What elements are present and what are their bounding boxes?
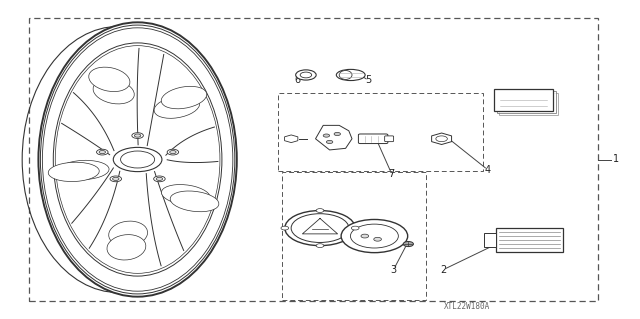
Circle shape — [97, 149, 108, 155]
Circle shape — [170, 151, 176, 154]
Polygon shape — [316, 125, 352, 150]
Circle shape — [326, 140, 333, 144]
Circle shape — [281, 226, 289, 230]
Circle shape — [351, 224, 398, 248]
Ellipse shape — [58, 160, 109, 180]
Circle shape — [351, 226, 359, 230]
Circle shape — [361, 234, 369, 238]
Circle shape — [374, 237, 381, 241]
Circle shape — [285, 211, 355, 246]
Circle shape — [113, 147, 162, 172]
Ellipse shape — [107, 235, 146, 260]
FancyBboxPatch shape — [499, 93, 558, 115]
Ellipse shape — [48, 162, 99, 182]
FancyBboxPatch shape — [494, 90, 553, 111]
Circle shape — [334, 132, 340, 136]
Text: 4: 4 — [484, 165, 491, 175]
Circle shape — [120, 151, 155, 168]
Ellipse shape — [53, 43, 222, 276]
Ellipse shape — [161, 185, 210, 205]
Ellipse shape — [55, 46, 220, 273]
Text: 5: 5 — [365, 75, 372, 85]
Text: 3: 3 — [390, 264, 397, 275]
Ellipse shape — [42, 28, 233, 291]
Circle shape — [134, 134, 141, 137]
Circle shape — [167, 149, 179, 155]
Ellipse shape — [339, 70, 352, 79]
Ellipse shape — [89, 67, 130, 92]
Circle shape — [316, 244, 324, 248]
Circle shape — [323, 134, 330, 137]
Ellipse shape — [109, 221, 148, 247]
Text: 1: 1 — [613, 154, 620, 165]
Circle shape — [154, 176, 165, 182]
Bar — [484, 234, 496, 247]
Circle shape — [403, 241, 413, 247]
Text: 7: 7 — [388, 169, 395, 179]
Text: 6: 6 — [294, 75, 301, 85]
Ellipse shape — [170, 191, 219, 212]
Circle shape — [316, 209, 324, 212]
Text: XTL22W180A: XTL22W180A — [444, 302, 490, 311]
Ellipse shape — [93, 79, 134, 104]
Ellipse shape — [161, 86, 207, 109]
Circle shape — [436, 136, 447, 142]
Circle shape — [296, 70, 316, 80]
Bar — [278, 93, 483, 171]
Bar — [496, 228, 563, 252]
Bar — [282, 172, 426, 300]
Circle shape — [291, 214, 349, 242]
FancyBboxPatch shape — [358, 134, 388, 144]
FancyBboxPatch shape — [385, 136, 394, 142]
Circle shape — [132, 133, 143, 138]
Circle shape — [300, 72, 312, 78]
Ellipse shape — [38, 22, 237, 297]
Ellipse shape — [337, 70, 365, 81]
Ellipse shape — [40, 25, 235, 294]
Circle shape — [110, 176, 122, 182]
Text: 2: 2 — [440, 264, 447, 275]
Circle shape — [341, 219, 408, 253]
Circle shape — [156, 177, 163, 181]
Ellipse shape — [154, 96, 200, 118]
Circle shape — [99, 151, 106, 154]
Circle shape — [113, 177, 119, 181]
FancyBboxPatch shape — [497, 91, 556, 113]
Bar — [29, 18, 598, 301]
